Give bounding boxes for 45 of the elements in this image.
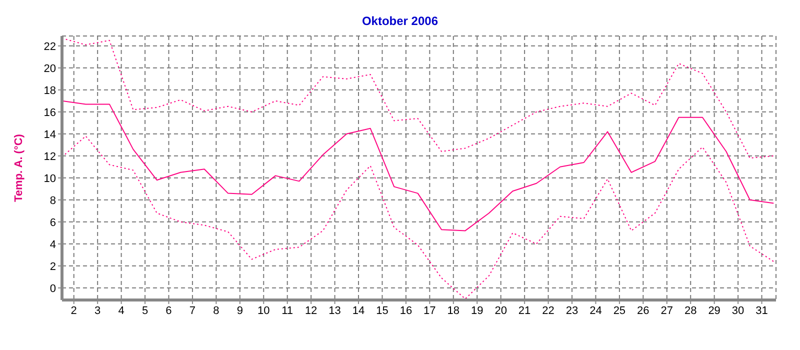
x-tick-label: 20 [494,304,507,317]
x-tick-label: 15 [376,304,388,317]
x-tick-label: 31 [756,304,768,317]
x-tick-label: 16 [400,304,412,317]
x-tick-label: 19 [470,304,484,317]
y-tick-label: 14 [44,128,56,141]
x-tick-label: 8 [213,304,220,317]
x-tick-label: 29 [708,304,720,317]
x-tick-label: 10 [258,304,270,317]
x-tick-label: 22 [542,304,554,317]
x-tick-label: 25 [613,304,626,317]
x-tick-label: 13 [328,304,341,317]
y-tick-label: 16 [44,106,56,119]
x-tick-label: 21 [518,304,531,317]
y-tick-label: 20 [44,62,56,75]
x-tick-label: 6 [166,304,172,317]
y-tick-label: 6 [50,216,56,229]
y-tick-label: 0 [50,282,56,295]
x-tick-label: 9 [236,304,243,317]
x-tick-label: 5 [142,304,148,317]
y-tick-label: 12 [44,150,56,163]
x-tick-label: 23 [566,304,578,317]
x-tick-label: 27 [660,304,674,317]
y-tick-label: 10 [44,172,56,185]
y-tick-label: 18 [44,84,56,97]
x-tick-label: 3 [94,304,101,317]
x-tick-label: 30 [732,304,744,317]
x-tick-label: 14 [352,304,365,317]
y-axis-title: Temp. A. (°C) [13,134,25,202]
y-tick-label: 2 [50,260,56,273]
x-tick-label: 17 [424,304,436,317]
x-tick-label: 26 [637,304,650,317]
chart-title: Oktober 2006 [360,14,440,28]
y-tick-label: 4 [50,238,56,251]
x-tick-label: 7 [189,304,196,317]
x-tick-label: 11 [282,304,294,317]
x-tick-label: 18 [447,304,460,317]
x-tick-label: 24 [590,304,602,317]
x-tick-label: 12 [304,304,318,317]
y-tick-label: 22 [44,40,56,53]
y-tick-label: 8 [50,194,56,207]
x-tick-label: 4 [118,304,124,317]
x-tick-label: 28 [684,304,697,317]
line-series [62,100,774,232]
x-tick-label: 2 [70,304,77,317]
